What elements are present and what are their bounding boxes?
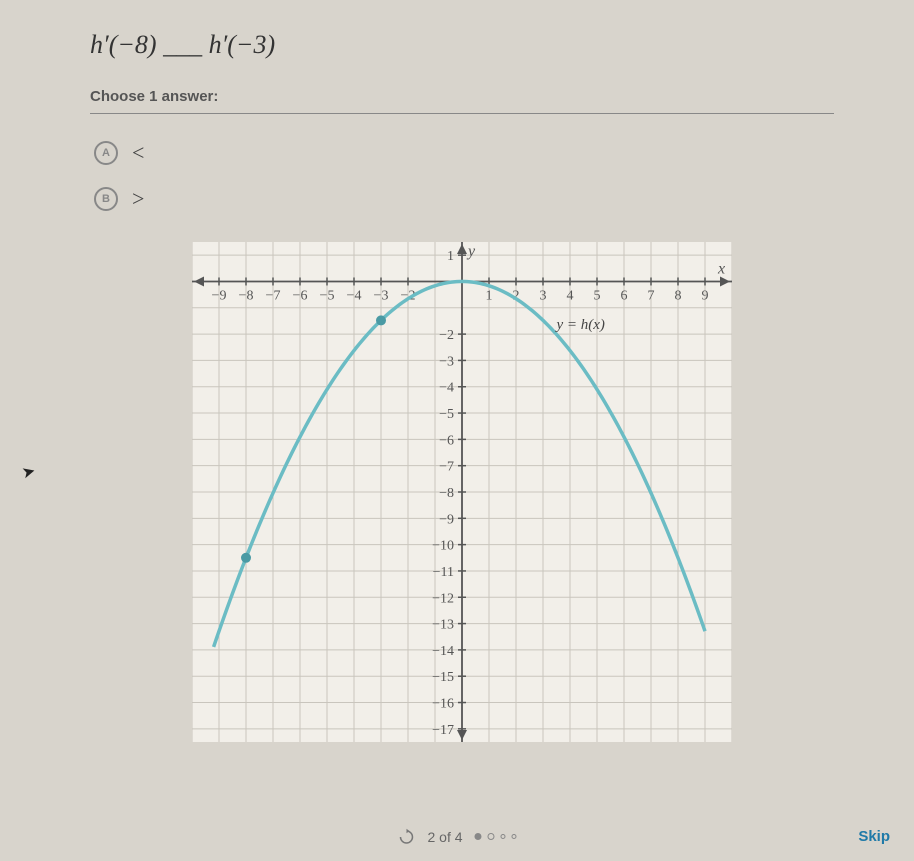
svg-text:−4: −4 xyxy=(439,381,454,396)
svg-text:−9: −9 xyxy=(212,288,227,303)
expr-left: h′(−8) xyxy=(90,30,157,59)
svg-text:−8: −8 xyxy=(239,288,254,303)
reload-icon[interactable] xyxy=(397,828,415,846)
svg-text:−12: −12 xyxy=(432,591,454,606)
svg-text:1: 1 xyxy=(486,288,493,303)
divider xyxy=(90,113,834,114)
progress-dot xyxy=(488,833,495,840)
svg-text:−8: −8 xyxy=(439,486,454,501)
svg-text:1: 1 xyxy=(447,249,454,264)
svg-text:−13: −13 xyxy=(432,618,454,633)
svg-text:−16: −16 xyxy=(432,697,454,712)
graph-chart: −9−8−7−6−5−4−3−21234567891−2−3−4−5−6−7−8… xyxy=(192,242,732,742)
svg-text:−6: −6 xyxy=(439,433,454,448)
progress-dot xyxy=(501,834,506,839)
svg-text:3: 3 xyxy=(540,288,547,303)
svg-text:−10: −10 xyxy=(432,539,454,554)
footer-bar: 2 of 4 Skip xyxy=(0,828,914,845)
svg-text:5: 5 xyxy=(594,288,601,303)
svg-text:−9: −9 xyxy=(439,512,454,527)
svg-text:−5: −5 xyxy=(320,288,335,303)
svg-text:−14: −14 xyxy=(432,644,454,659)
svg-text:−4: −4 xyxy=(347,288,362,303)
svg-text:x: x xyxy=(717,260,725,277)
svg-text:−5: −5 xyxy=(439,407,454,422)
expr-blank: ___ xyxy=(157,30,209,59)
progress-dot xyxy=(512,834,517,839)
svg-text:6: 6 xyxy=(621,288,628,303)
svg-text:8: 8 xyxy=(675,288,682,303)
choice-bubble: B xyxy=(94,187,118,211)
svg-text:−2: −2 xyxy=(439,328,454,343)
choice-bubble: A xyxy=(94,141,118,165)
svg-text:−17: −17 xyxy=(432,723,454,738)
progress-dot xyxy=(475,833,482,840)
svg-text:−3: −3 xyxy=(374,288,389,303)
choice-a[interactable]: A< xyxy=(90,130,834,176)
svg-text:9: 9 xyxy=(702,288,709,303)
choice-b[interactable]: B> xyxy=(90,176,834,222)
svg-text:−7: −7 xyxy=(266,288,281,303)
svg-text:4: 4 xyxy=(567,288,574,303)
svg-text:−7: −7 xyxy=(439,460,454,475)
svg-text:−6: −6 xyxy=(293,288,308,303)
svg-text:y = h(x): y = h(x) xyxy=(555,317,605,333)
choose-prompt: Choose 1 answer: xyxy=(90,88,834,105)
choice-label: < xyxy=(132,140,144,166)
progress-dots xyxy=(475,833,517,840)
svg-text:−11: −11 xyxy=(433,565,454,580)
svg-text:7: 7 xyxy=(648,288,655,303)
svg-text:y: y xyxy=(466,243,476,260)
svg-text:−15: −15 xyxy=(432,670,454,685)
expr-right: h′(−3) xyxy=(209,30,276,59)
progress-text: 2 of 4 xyxy=(427,829,462,845)
question-expression: h′(−8) ___ h′(−3) xyxy=(90,30,834,60)
skip-button[interactable]: Skip xyxy=(858,828,890,845)
svg-text:−3: −3 xyxy=(439,354,454,369)
choice-label: > xyxy=(132,186,144,212)
choice-list: A<B> xyxy=(90,130,834,222)
